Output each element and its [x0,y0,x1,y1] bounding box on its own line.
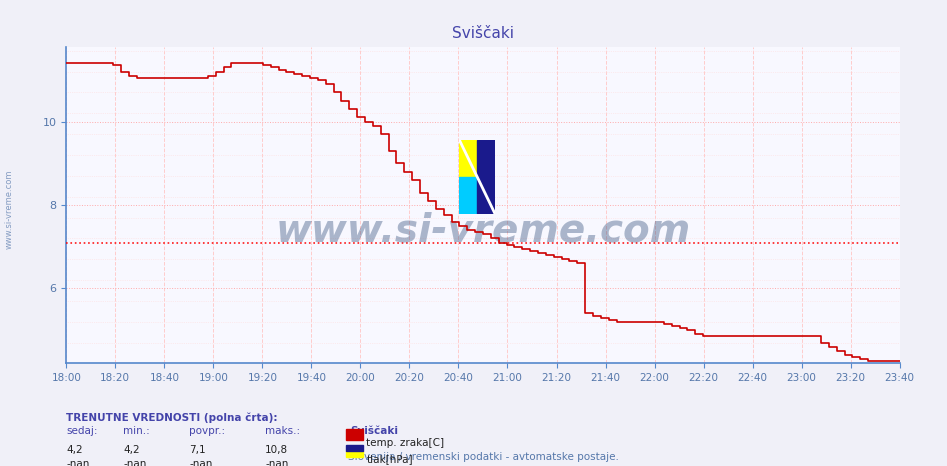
Text: -nan: -nan [189,459,213,466]
Text: TRENUTNE VREDNOSTI (polna črta):: TRENUTNE VREDNOSTI (polna črta): [66,412,277,423]
Bar [459,140,477,177]
Text: www.si-vreme.com: www.si-vreme.com [276,212,690,249]
Text: Slovenija / vremenski podatki - avtomatske postaje.: Slovenija / vremenski podatki - avtomats… [348,452,618,462]
Bar [459,177,477,214]
Text: povpr.:: povpr.: [189,426,225,436]
Text: 4,2: 4,2 [123,445,140,455]
Text: 4,2: 4,2 [66,445,83,455]
Text: -nan: -nan [265,459,289,466]
Text: Sviščaki: Sviščaki [350,426,399,436]
Text: temp. zraka[C]: temp. zraka[C] [366,438,444,448]
Text: sedaj:: sedaj: [66,426,98,436]
Text: -nan: -nan [123,459,147,466]
Text: www.si-vreme.com: www.si-vreme.com [5,170,14,249]
Text: -nan: -nan [66,459,90,466]
Text: tlak[hPa]: tlak[hPa] [366,454,413,464]
Text: 7,1: 7,1 [189,445,206,455]
Text: min.:: min.: [123,426,150,436]
Text: maks.:: maks.: [265,426,300,436]
Polygon shape [477,140,495,214]
Title: Sviščaki: Sviščaki [452,26,514,41]
Text: 10,8: 10,8 [265,445,288,455]
